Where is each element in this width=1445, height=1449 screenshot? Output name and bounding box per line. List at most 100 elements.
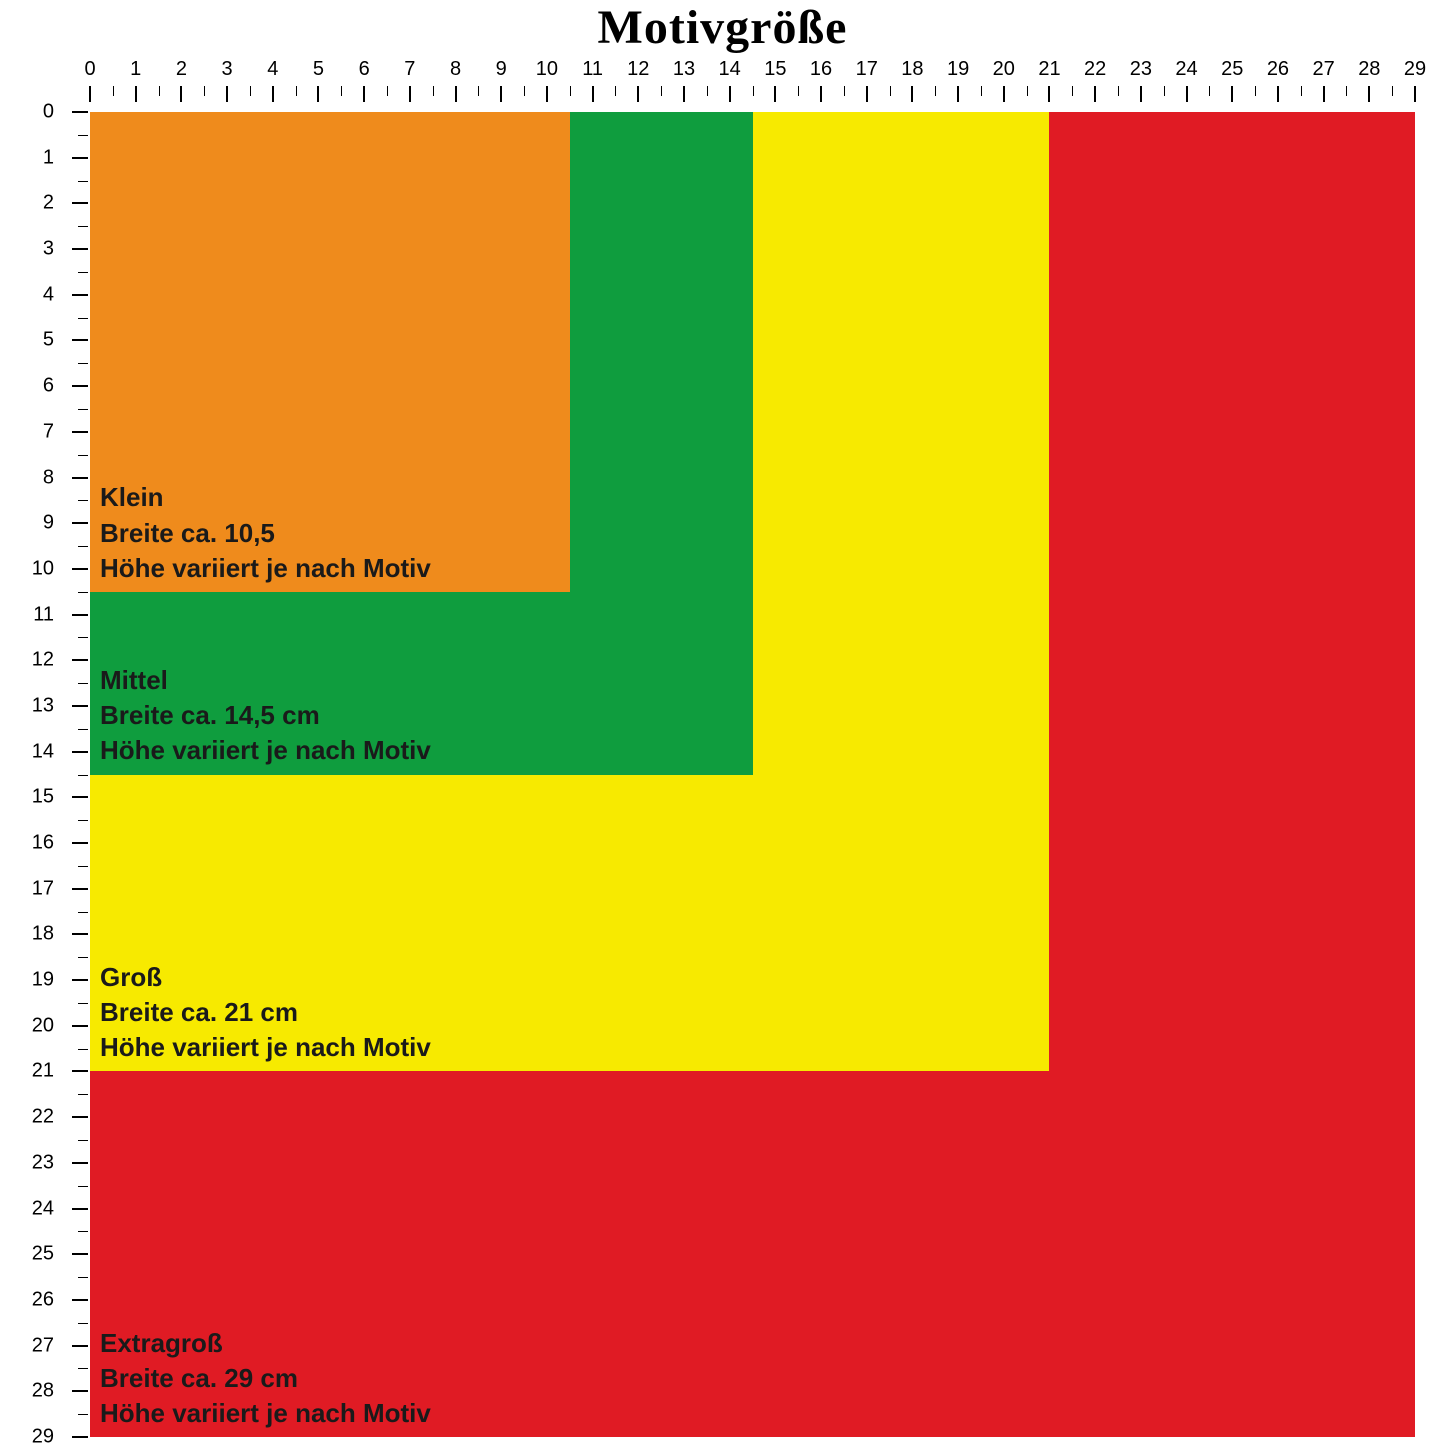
ruler-top-label: 10 xyxy=(536,58,558,81)
ruler-top-minor-tick xyxy=(524,86,525,96)
ruler-top-minor-tick xyxy=(1301,86,1302,96)
size-height: Höhe variiert je nach Motiv xyxy=(100,733,431,768)
ruler-top-minor-tick xyxy=(250,86,251,96)
ruler-top-label: 11 xyxy=(582,58,603,81)
ruler-left-minor-tick xyxy=(78,637,88,638)
ruler-top-tick xyxy=(317,86,319,102)
ruler-top-label: 9 xyxy=(496,58,507,81)
ruler-left-tick xyxy=(72,157,88,159)
ruler-left-tick xyxy=(72,385,88,387)
ruler-top-tick xyxy=(1323,86,1325,102)
ruler-top-minor-tick xyxy=(1118,86,1119,96)
size-name: Extragroß xyxy=(100,1326,431,1361)
ruler-left: 0123456789101112131415161718192021222324… xyxy=(62,112,88,1437)
size-height: Höhe variiert je nach Motiv xyxy=(100,1030,431,1065)
ruler-left-label: 7 xyxy=(43,420,54,443)
ruler-top-tick xyxy=(866,86,868,102)
ruler-top-minor-tick xyxy=(1346,86,1347,96)
ruler-left-tick xyxy=(72,111,88,113)
ruler-left-label: 29 xyxy=(32,1426,54,1449)
ruler-top-label: 4 xyxy=(267,58,278,81)
ruler-left-tick xyxy=(72,751,88,753)
ruler-left-minor-tick xyxy=(78,546,88,547)
ruler-top-tick xyxy=(1048,86,1050,102)
size-height: Höhe variiert je nach Motiv xyxy=(100,1396,431,1431)
size-label-extragroß: ExtragroßBreite ca. 29 cmHöhe variiert j… xyxy=(100,1326,431,1431)
ruler-top-tick xyxy=(89,86,91,102)
ruler-top-tick xyxy=(226,86,228,102)
ruler-top-tick xyxy=(774,86,776,102)
ruler-top-tick xyxy=(637,86,639,102)
ruler-left-minor-tick xyxy=(78,1277,88,1278)
ruler-top-label: 12 xyxy=(627,58,649,81)
ruler-left-label: 15 xyxy=(32,786,54,809)
ruler-top-label: 24 xyxy=(1175,58,1197,81)
ruler-left-label: 14 xyxy=(32,740,54,763)
ruler-top-tick xyxy=(729,86,731,102)
ruler-left-tick xyxy=(72,1253,88,1255)
ruler-left-minor-tick xyxy=(78,135,88,136)
ruler-left-label: 27 xyxy=(32,1334,54,1357)
size-name: Klein xyxy=(100,480,431,515)
ruler-top-minor-tick xyxy=(615,86,616,96)
ruler-left-label: 22 xyxy=(32,1106,54,1129)
ruler-top-label: 14 xyxy=(719,58,741,81)
ruler-top-tick xyxy=(180,86,182,102)
ruler-top-label: 3 xyxy=(222,58,233,81)
ruler-top-label: 21 xyxy=(1038,58,1060,81)
ruler-left-minor-tick xyxy=(78,683,88,684)
ruler-left-label: 20 xyxy=(32,1014,54,1037)
size-width: Breite ca. 10,5 xyxy=(100,516,431,551)
ruler-left-label: 2 xyxy=(43,192,54,215)
ruler-top-label: 17 xyxy=(856,58,878,81)
ruler-top-tick xyxy=(1368,86,1370,102)
ruler-left-tick xyxy=(72,248,88,250)
ruler-top-tick xyxy=(363,86,365,102)
ruler-left-minor-tick xyxy=(78,957,88,958)
ruler-top-minor-tick xyxy=(478,86,479,96)
ruler-top-label: 26 xyxy=(1267,58,1289,81)
ruler-top-tick xyxy=(500,86,502,102)
ruler-left-tick xyxy=(72,431,88,433)
ruler-top-tick xyxy=(1140,86,1142,102)
ruler-left-tick xyxy=(72,659,88,661)
ruler-top-minor-tick xyxy=(981,86,982,96)
size-box-klein: KleinBreite ca. 10,5Höhe variiert je nac… xyxy=(90,112,570,592)
ruler-left-label: 26 xyxy=(32,1288,54,1311)
ruler-top-label: 1 xyxy=(130,58,141,81)
ruler-top-minor-tick xyxy=(935,86,936,96)
ruler-top-tick xyxy=(272,86,274,102)
ruler-top-label: 27 xyxy=(1313,58,1335,81)
ruler-top-tick xyxy=(1186,86,1188,102)
ruler-top-minor-tick xyxy=(387,86,388,96)
ruler-left-label: 12 xyxy=(32,649,54,672)
ruler-top-minor-tick xyxy=(844,86,845,96)
size-width: Breite ca. 21 cm xyxy=(100,995,431,1030)
ruler-top-minor-tick xyxy=(707,86,708,96)
ruler-left-label: 10 xyxy=(32,557,54,580)
ruler-top-tick xyxy=(683,86,685,102)
ruler-top-minor-tick xyxy=(1072,86,1073,96)
ruler-top-minor-tick xyxy=(1255,86,1256,96)
ruler-top-tick xyxy=(1231,86,1233,102)
ruler-top: 0123456789101112131415161718192021222324… xyxy=(90,86,1415,112)
ruler-top-minor-tick xyxy=(798,86,799,96)
ruler-left-minor-tick xyxy=(78,181,88,182)
ruler-left-label: 4 xyxy=(43,283,54,306)
ruler-left-label: 23 xyxy=(32,1151,54,1174)
ruler-left-minor-tick xyxy=(78,318,88,319)
ruler-left-tick xyxy=(72,1436,88,1438)
ruler-top-minor-tick xyxy=(753,86,754,96)
ruler-top-label: 23 xyxy=(1130,58,1152,81)
ruler-top-label: 18 xyxy=(901,58,923,81)
ruler-top-minor-tick xyxy=(1164,86,1165,96)
size-width: Breite ca. 14,5 cm xyxy=(100,698,431,733)
ruler-top-label: 22 xyxy=(1084,58,1106,81)
ruler-top-label: 28 xyxy=(1358,58,1380,81)
ruler-left-tick xyxy=(72,1208,88,1210)
ruler-top-label: 16 xyxy=(810,58,832,81)
ruler-left-tick xyxy=(72,1390,88,1392)
ruler-top-tick xyxy=(820,86,822,102)
ruler-top-minor-tick xyxy=(570,86,571,96)
ruler-left-minor-tick xyxy=(78,1414,88,1415)
